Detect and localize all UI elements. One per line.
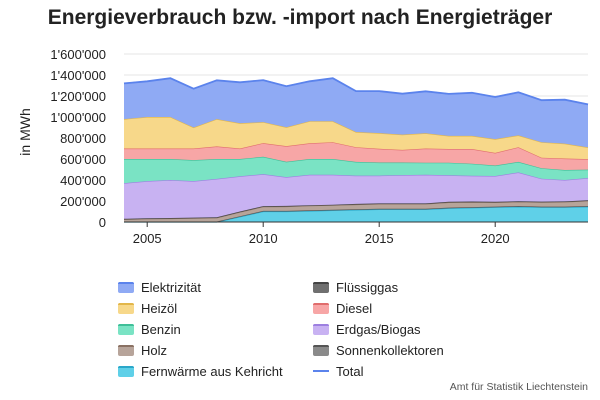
legend-label: Holz bbox=[141, 342, 168, 358]
legend-item-holz[interactable]: Holz bbox=[118, 341, 167, 359]
legend-swatch-fernwaerme bbox=[118, 365, 134, 377]
area-holz[interactable] bbox=[124, 200, 588, 222]
legend-item-erdgas-biogas[interactable]: Erdgas/Biogas bbox=[313, 320, 421, 338]
legend-swatch-total bbox=[313, 366, 329, 377]
chart-title: Energieverbrauch bzw. -import nach Energ… bbox=[47, 6, 553, 29]
legend-swatch-holz bbox=[118, 344, 134, 356]
legend-label: Fernwärme aus Kehricht bbox=[141, 363, 283, 379]
y-tick-label: 0 bbox=[99, 215, 106, 230]
y-tick-label: 600'000 bbox=[60, 152, 106, 167]
area-elektrizitaet[interactable] bbox=[124, 78, 588, 148]
area-benzin[interactable] bbox=[124, 156, 588, 184]
y-tick-label: 1'600'000 bbox=[50, 47, 106, 62]
legend-item-benzin[interactable]: Benzin bbox=[118, 320, 181, 338]
legend-swatch-heizoel bbox=[118, 302, 134, 314]
legend-swatch-elektrizitaet bbox=[118, 281, 134, 293]
y-tick-label: 800'000 bbox=[60, 131, 106, 146]
y-tick-label: 1'200'000 bbox=[50, 89, 106, 104]
legend-item-diesel[interactable]: Diesel bbox=[313, 299, 372, 317]
legend-item-fernwaerme[interactable]: Fernwärme aus Kehricht bbox=[118, 362, 283, 380]
legend-label: Erdgas/Biogas bbox=[336, 321, 421, 337]
legend-label: Diesel bbox=[336, 300, 373, 316]
legend-label: Benzin bbox=[141, 321, 181, 337]
source-note: Amt für Statistik Liechtenstein bbox=[449, 381, 588, 393]
stacked-areas bbox=[123, 77, 589, 223]
area-fernwaerme-aus-kehricht[interactable] bbox=[124, 206, 588, 222]
y-axis-title: in MWh bbox=[17, 108, 33, 155]
legend-label: Flüssiggas bbox=[336, 279, 399, 295]
legend-item-total[interactable]: Total bbox=[313, 362, 363, 380]
legend-item-fluessiggas[interactable]: Flüssiggas bbox=[313, 278, 398, 296]
legend-label: Total bbox=[336, 363, 364, 379]
legend-swatch-benzin bbox=[118, 323, 134, 335]
legend-label: Elektrizität bbox=[141, 279, 201, 295]
legend-swatch-diesel bbox=[313, 302, 329, 314]
legend-swatch-sonnenkollektoren bbox=[313, 344, 329, 356]
x-tick-label: 2005 bbox=[133, 231, 162, 246]
x-tick-label: 2015 bbox=[365, 231, 394, 246]
y-tick-label: 1'400'000 bbox=[50, 68, 106, 83]
legend-item-elektrizitaet[interactable]: Elektrizität bbox=[118, 278, 201, 296]
legend-label: Heizöl bbox=[141, 300, 178, 316]
legend-swatch-fluessiggas bbox=[313, 281, 329, 293]
y-tick-label: 400'000 bbox=[60, 173, 106, 188]
line-total[interactable] bbox=[123, 77, 589, 106]
y-tick-label: 1'000'000 bbox=[50, 110, 106, 125]
legend-label: Sonnenkollektoren bbox=[336, 342, 444, 358]
area-heizoel[interactable] bbox=[124, 117, 588, 160]
x-tick-label: 2010 bbox=[249, 231, 278, 246]
axes: 0 200'000 400'000 600'000 800'000 1'000'000 1'… bbox=[50, 47, 588, 246]
legend-swatch-erdgas-biogas bbox=[313, 323, 329, 335]
area-erdgas-biogas[interactable] bbox=[124, 172, 588, 219]
legend-item-sonnenkollektoren[interactable]: Sonnenkollektoren bbox=[313, 341, 444, 359]
y-tick-label: 200'000 bbox=[60, 194, 106, 209]
legend-item-heizoel[interactable]: Heizöl bbox=[118, 299, 177, 317]
x-tick-label: 2020 bbox=[481, 231, 510, 246]
